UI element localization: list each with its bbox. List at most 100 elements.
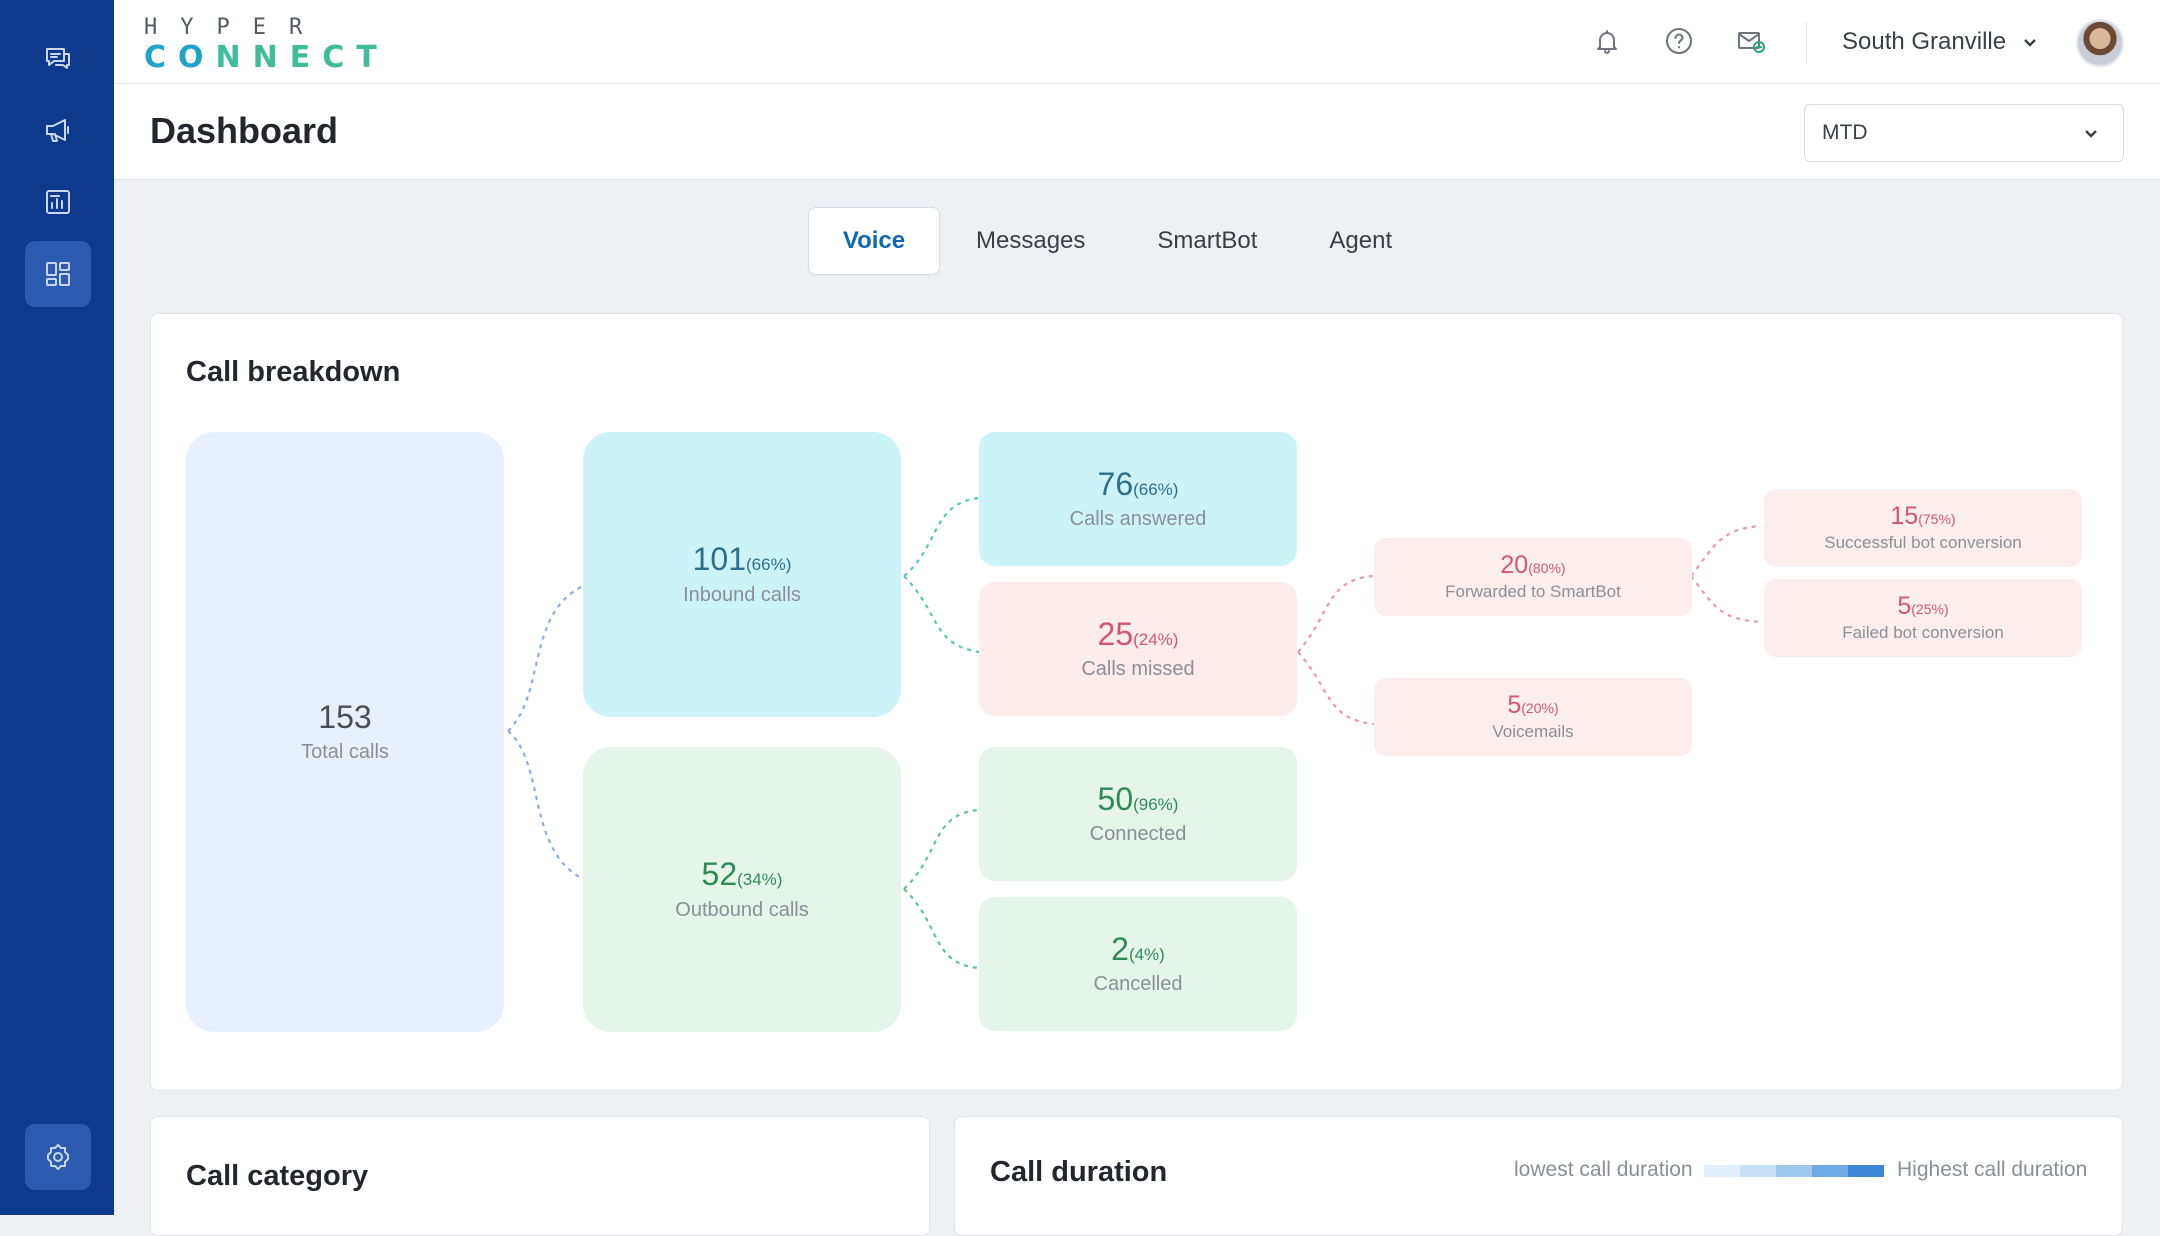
total-calls-value: 153 <box>318 698 372 735</box>
connector-forwarded-failed <box>1690 575 1762 624</box>
connected-box[interactable]: 50(96%) Connected <box>979 747 1297 881</box>
inbound-calls-pct: (66%) <box>746 555 792 575</box>
connector-total-inbound <box>507 585 584 732</box>
legend-swatch <box>1812 1165 1848 1177</box>
period-dropdown[interactable]: MTD <box>1804 104 2124 162</box>
sidebar <box>0 0 114 1215</box>
total-calls-label: Total calls <box>301 741 389 764</box>
chevron-down-icon <box>2085 130 2097 138</box>
dashboard-icon <box>46 262 70 286</box>
sidebar-item-dashboard[interactable] <box>25 241 91 307</box>
connector-outbound-connected <box>903 808 980 890</box>
connector-inbound-answered <box>903 496 980 577</box>
tab-voice[interactable]: Voice <box>808 207 940 275</box>
duration-legend-bar <box>1704 1165 1884 1177</box>
logo-wordmark-top: HYPER <box>144 15 326 40</box>
outbound-calls-box[interactable]: 52(34%) Outbound calls <box>583 747 901 1032</box>
legend-swatch <box>1848 1165 1884 1177</box>
cancelled-pct: (4%) <box>1128 944 1165 964</box>
calls-missed-box[interactable]: 25(24%) Calls missed <box>979 582 1297 716</box>
cancelled-box[interactable]: 2(4%) Cancelled <box>979 897 1297 1031</box>
help-button[interactable] <box>1660 22 1698 60</box>
report-icon <box>46 190 70 214</box>
cancelled-label: Cancelled <box>1093 973 1183 996</box>
outbound-calls-pct: (34%) <box>737 870 783 890</box>
legend-swatch <box>1776 1165 1812 1177</box>
failed-bot-conversion-box[interactable]: 5(25%) Failed bot conversion <box>1764 579 2082 657</box>
forwarded-to-smartbot-box[interactable]: 20(80%) Forwarded to SmartBot <box>1374 538 1692 616</box>
calls-missed-value: 25 <box>1097 615 1134 652</box>
sidebar-item-reports[interactable] <box>25 169 91 235</box>
voicemails-label: Voicemails <box>1492 721 1574 741</box>
megaphone-icon <box>46 119 69 142</box>
connector-outbound-cancelled <box>903 888 980 970</box>
connector-missed-voicemails <box>1297 651 1375 726</box>
call-category-title: Call category <box>186 1160 369 1192</box>
bot-success-label: Successful bot conversion <box>1824 532 2022 552</box>
mail-sync-icon <box>1738 32 1765 53</box>
outbound-calls-label: Outbound calls <box>675 898 809 921</box>
connected-value: 50 <box>1097 780 1134 817</box>
call-duration-title: Call duration <box>990 1156 1168 1188</box>
location-label: South Granville <box>1842 28 2007 55</box>
calls-answered-box[interactable]: 76(66%) Calls answered <box>979 432 1297 566</box>
calls-answered-value: 76 <box>1097 465 1134 502</box>
connected-pct: (96%) <box>1133 794 1179 814</box>
connector-inbound-missed <box>903 575 980 654</box>
inbound-calls-box[interactable]: 101(66%) Inbound calls <box>583 432 901 717</box>
call-breakdown-card: Call breakdown 153 Total calls 101(66%) … <box>150 313 2123 1091</box>
inbound-calls-label: Inbound calls <box>683 583 801 606</box>
tab-messages[interactable]: Messages <box>976 227 1086 254</box>
legend-swatch <box>1704 1165 1740 1177</box>
bot-failed-value: 5 <box>1897 592 1912 621</box>
calls-missed-pct: (24%) <box>1133 629 1179 649</box>
bot-success-pct: (75%) <box>1918 511 1956 528</box>
legend-lowest-label: lowest call duration <box>1514 1158 1693 1181</box>
connected-label: Connected <box>1089 823 1187 846</box>
total-calls-box[interactable]: 153 Total calls <box>186 432 504 1032</box>
settings-icon <box>47 1144 69 1170</box>
notifications-button[interactable] <box>1588 22 1626 60</box>
voicemails-value: 5 <box>1507 691 1522 720</box>
connector-total-outbound <box>507 730 584 880</box>
voicemails-pct: (20%) <box>1521 700 1559 717</box>
chat-icon <box>46 48 70 69</box>
bot-success-value: 15 <box>1890 502 1919 531</box>
logo-wordmark-bottom: CONNECT <box>144 40 389 75</box>
legend-highest-label: Highest call duration <box>1897 1158 2088 1181</box>
mail-sync-button[interactable] <box>1732 22 1770 60</box>
forwarded-pct: (80%) <box>1528 560 1566 577</box>
bell-icon <box>1597 30 1617 54</box>
successful-bot-conversion-box[interactable]: 15(75%) Successful bot conversion <box>1764 489 2082 567</box>
inbound-calls-value: 101 <box>692 541 747 578</box>
tab-agent[interactable]: Agent <box>1329 227 1393 254</box>
voicemails-box[interactable]: 5(20%) Voicemails <box>1374 678 1692 756</box>
chevron-down-icon <box>2024 39 2036 47</box>
sidebar-item-conversations[interactable] <box>25 25 91 91</box>
cancelled-value: 2 <box>1111 930 1129 967</box>
tab-smartbot[interactable]: SmartBot <box>1157 227 1258 254</box>
connector-forwarded-success <box>1690 524 1762 577</box>
location-selector[interactable]: South Granville <box>1842 28 2040 56</box>
outbound-calls-value: 52 <box>701 856 738 893</box>
page-title: Dashboard <box>150 110 339 151</box>
connector-missed-forwarded <box>1297 574 1375 653</box>
topbar-divider <box>1806 22 1807 64</box>
forwarded-label: Forwarded to SmartBot <box>1445 581 1621 601</box>
call-category-card: Call category <box>150 1116 930 1236</box>
topbar: HYPER CONNECT South Granville <box>114 0 2160 84</box>
user-avatar[interactable] <box>2076 19 2124 67</box>
calls-answered-label: Calls answered <box>1069 508 1207 531</box>
bot-failed-pct: (25%) <box>1911 601 1949 618</box>
period-value: MTD <box>1822 121 1868 144</box>
help-icon <box>1666 28 1692 54</box>
bot-failed-label: Failed bot conversion <box>1842 622 2004 642</box>
call-breakdown-title: Call breakdown <box>186 356 401 388</box>
forwarded-value: 20 <box>1500 551 1529 580</box>
calls-missed-label: Calls missed <box>1081 658 1195 681</box>
sidebar-item-campaigns[interactable] <box>25 97 91 163</box>
sidebar-item-settings[interactable] <box>25 1124 91 1190</box>
dashboard-tabs: Voice Messages SmartBot Agent <box>808 207 1428 275</box>
page-header: Dashboard MTD <box>114 84 2160 180</box>
calls-answered-pct: (66%) <box>1133 479 1179 499</box>
